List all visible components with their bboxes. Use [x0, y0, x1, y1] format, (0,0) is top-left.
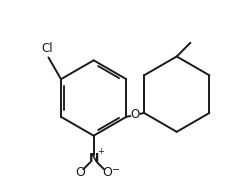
Text: O: O [102, 166, 112, 179]
Text: O: O [130, 108, 139, 121]
Text: +: + [97, 147, 104, 156]
Text: Cl: Cl [41, 42, 52, 54]
Text: O: O [75, 166, 85, 179]
Text: N: N [88, 152, 99, 165]
Text: −: − [111, 165, 119, 175]
